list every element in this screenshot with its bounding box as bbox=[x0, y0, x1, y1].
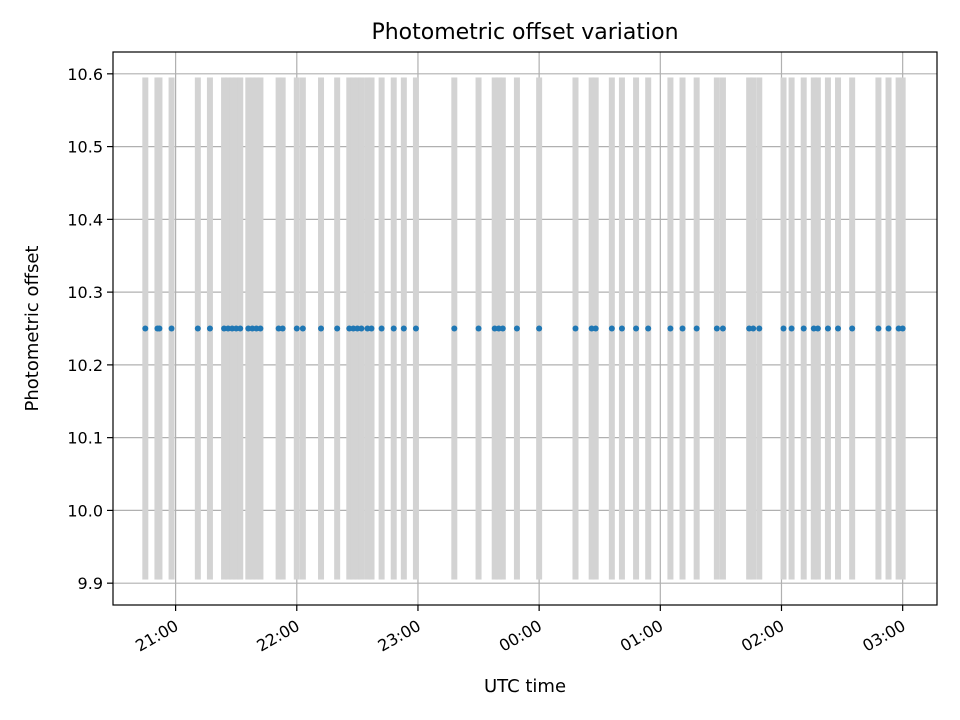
data-point bbox=[693, 325, 700, 332]
data-point bbox=[168, 325, 175, 332]
data-point bbox=[156, 325, 163, 332]
y-tick-label: 10.1 bbox=[67, 429, 103, 448]
data-point bbox=[719, 325, 726, 332]
data-point bbox=[814, 325, 821, 332]
data-point bbox=[499, 325, 506, 332]
data-point bbox=[788, 325, 795, 332]
y-tick-label: 10.5 bbox=[67, 138, 103, 157]
x-tick-label: 21:00 bbox=[132, 616, 181, 656]
data-point bbox=[318, 325, 325, 332]
data-point bbox=[608, 325, 615, 332]
y-tick-label: 10.3 bbox=[67, 283, 103, 302]
x-axis-ticks: 21:00 22:00 23:00 00:00 01:00 02:00 03:00 bbox=[132, 605, 909, 656]
x-tick-label: 02:00 bbox=[738, 616, 787, 656]
data-point bbox=[334, 325, 341, 332]
data-point bbox=[633, 325, 640, 332]
data-point bbox=[293, 325, 300, 332]
data-point bbox=[572, 325, 579, 332]
data-point bbox=[824, 325, 831, 332]
data-point bbox=[475, 325, 482, 332]
data-point bbox=[750, 325, 757, 332]
data-point bbox=[194, 325, 201, 332]
data-point bbox=[368, 325, 375, 332]
y-tick-label: 10.6 bbox=[67, 65, 103, 84]
data-point bbox=[667, 325, 674, 332]
data-point bbox=[780, 325, 787, 332]
plot-frame bbox=[112, 51, 938, 606]
data-point bbox=[800, 325, 807, 332]
data-point bbox=[358, 325, 365, 332]
data-point bbox=[885, 325, 892, 332]
data-point bbox=[756, 325, 763, 332]
x-tick-label: 22:00 bbox=[253, 616, 302, 656]
y-axis-ticks: 9.9 10.0 10.1 10.2 10.3 10.4 10.5 10.6 bbox=[67, 65, 113, 593]
y-tick-label: 10.4 bbox=[67, 210, 103, 229]
y-tick-label: 10.0 bbox=[67, 501, 103, 520]
data-point bbox=[645, 325, 652, 332]
data-point bbox=[378, 325, 385, 332]
data-point bbox=[142, 325, 149, 332]
data-point bbox=[400, 325, 407, 332]
data-point bbox=[899, 325, 906, 332]
x-tick-label: 03:00 bbox=[859, 616, 908, 656]
data-point bbox=[592, 325, 599, 332]
y-axis-label: Photometric offset bbox=[22, 246, 43, 412]
data-point bbox=[849, 325, 856, 332]
y-tick-label: 10.2 bbox=[67, 356, 103, 375]
y-tick-label: 9.9 bbox=[78, 574, 103, 593]
data-point bbox=[679, 325, 686, 332]
x-tick-label: 01:00 bbox=[617, 616, 666, 656]
x-tick-label: 00:00 bbox=[496, 616, 545, 656]
data-point bbox=[206, 325, 213, 332]
chart-title: Photometric offset variation bbox=[371, 20, 678, 45]
data-point bbox=[412, 325, 419, 332]
data-points bbox=[142, 325, 906, 332]
data-point bbox=[618, 325, 625, 332]
data-point bbox=[875, 325, 882, 332]
data-point bbox=[390, 325, 397, 332]
data-point bbox=[257, 325, 264, 332]
data-point bbox=[299, 325, 306, 332]
data-point bbox=[513, 325, 520, 332]
data-point bbox=[713, 325, 720, 332]
data-point bbox=[536, 325, 543, 332]
x-axis-label: UTC time bbox=[484, 676, 566, 697]
x-tick-label: 23:00 bbox=[375, 616, 424, 656]
data-point bbox=[451, 325, 458, 332]
data-point bbox=[835, 325, 842, 332]
data-point bbox=[237, 325, 244, 332]
data-point bbox=[279, 325, 286, 332]
